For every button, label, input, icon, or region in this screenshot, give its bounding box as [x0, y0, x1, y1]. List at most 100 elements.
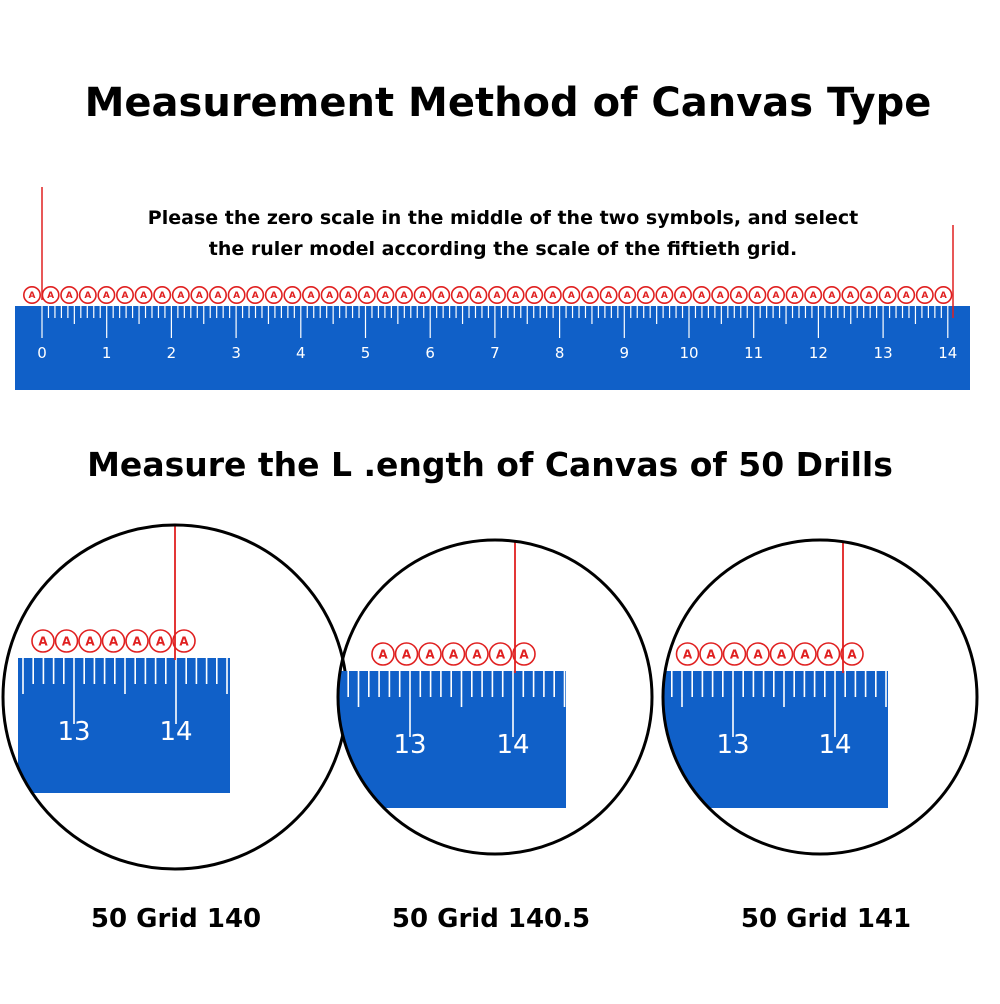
- magnifier-1-label-13: 13: [57, 717, 90, 747]
- magnifier-caption-3: 50 Grid 141: [741, 904, 911, 934]
- ruler-label-7: 7: [490, 344, 500, 362]
- magnifier-3-symbol-2-letter: A: [706, 647, 716, 661]
- ruler-label-9: 9: [620, 344, 630, 362]
- ruler-symbol-31-letter: A: [587, 291, 594, 301]
- ruler-symbol-32-letter: A: [605, 291, 612, 301]
- magnifier-caption-2: 50 Grid 140.5: [392, 904, 590, 934]
- magnifier-2-symbol-2-letter: A: [402, 647, 412, 661]
- ruler-symbol-17-circle: [320, 285, 339, 304]
- ruler-body: [15, 306, 970, 390]
- ruler-symbol-9-circle: [171, 285, 190, 304]
- magnifier-3-symbol-1-letter: A: [683, 647, 693, 661]
- magnifier-1-symbol-4-letter: A: [109, 634, 119, 648]
- ruler-symbol-42-circle: [785, 285, 804, 304]
- ruler-symbol-50-letter: A: [940, 291, 947, 301]
- magnifier-ring-3: [661, 538, 979, 856]
- ruler-symbol-14-letter: A: [270, 291, 277, 301]
- ruler-symbol-30-circle: [562, 285, 581, 304]
- ruler-symbol-10-letter: A: [196, 291, 203, 301]
- ruler-symbol-38-circle: [711, 285, 730, 304]
- ruler-symbol-48-letter: A: [903, 291, 910, 301]
- ruler-symbol-35-letter: A: [661, 291, 668, 301]
- ruler-label-1: 1: [102, 344, 112, 362]
- magnifier-2-symbol-3-circle: [418, 642, 442, 666]
- ruler-label-4: 4: [296, 344, 306, 362]
- magnifier-3-symbol-4-letter: A: [753, 647, 763, 661]
- magnifier-2-label-13: 13: [393, 730, 426, 760]
- ruler-symbol-44-circle: [822, 285, 841, 304]
- instruction-line-2: the ruler model according the scale of t…: [209, 238, 797, 260]
- ruler-label-6: 6: [425, 344, 435, 362]
- magnifier-2-symbol-7-letter: A: [519, 647, 529, 661]
- ruler-label-8: 8: [555, 344, 565, 362]
- ruler-symbol-35-circle: [655, 285, 674, 304]
- ruler-symbol-13-letter: A: [252, 291, 259, 301]
- magnifier-1-symbol-7-letter: A: [179, 634, 189, 648]
- ruler-label-12: 12: [809, 344, 828, 362]
- ruler-symbol-40-circle: [748, 285, 767, 304]
- magnifier-2-label-14: 14: [496, 730, 529, 760]
- magnifier-2-symbol-1-circle: [371, 642, 395, 666]
- ruler-symbol-21-circle: [394, 285, 413, 304]
- ruler-symbol-41-circle: [766, 285, 785, 304]
- ruler-label-5: 5: [361, 344, 371, 362]
- ruler-symbol-26-letter: A: [494, 291, 501, 301]
- magnifier-3: 13 14A A A A A A A A: [664, 540, 888, 808]
- magnifier-2-symbol-5-letter: A: [472, 647, 482, 661]
- ruler-symbol-31-circle: [580, 285, 599, 304]
- magnifier-2-symbol-6-circle: [488, 642, 513, 666]
- ruler-symbol-4-circle: [78, 285, 97, 304]
- ruler-symbol-6-letter: A: [122, 291, 129, 301]
- ruler-symbol-28-circle: [525, 285, 544, 304]
- ruler-label-10: 10: [679, 344, 698, 362]
- ruler-symbol-9-letter: A: [177, 291, 184, 301]
- ruler-symbol-39-circle: [729, 285, 748, 304]
- ruler-symbol-42-letter: A: [791, 291, 798, 301]
- ruler-symbol-49-letter: A: [921, 291, 928, 301]
- magnifier-2-symbol-2-circle: [394, 642, 419, 666]
- ruler-symbol-23-letter: A: [438, 291, 445, 301]
- ruler-symbol-2-letter: A: [47, 291, 54, 301]
- ruler-symbol-10-circle: [190, 285, 209, 304]
- magnifier-group: 13 14A A A A A A A13 14A A A A A A A13 14A A A A A A A A: [1, 523, 979, 871]
- magnifier-2-symbol-7-circle: [512, 642, 536, 666]
- magnifier-3-symbol-2-circle: [699, 642, 723, 666]
- ruler-symbol-36-circle: [673, 285, 692, 304]
- magnifier-2-symbol-6-letter: A: [496, 647, 506, 661]
- ruler-symbol-18-circle: [339, 285, 358, 304]
- magnifier-caption-1: 50 Grid 140: [91, 904, 261, 934]
- ruler-symbol-45-circle: [841, 285, 860, 304]
- magnifier-3-symbol-7-circle: [816, 642, 841, 666]
- ruler-symbol-39-letter: A: [735, 291, 742, 301]
- magnifier-1-symbol-5-circle: [125, 629, 149, 653]
- ruler-symbol-16-circle: [301, 285, 320, 304]
- ruler-symbol-7-circle: [134, 285, 153, 304]
- ruler-symbol-19-circle: [357, 285, 376, 304]
- ruler-label-3: 3: [231, 344, 241, 362]
- ruler-symbol-6-circle: [116, 285, 135, 304]
- ruler-symbol-23-circle: [432, 285, 451, 304]
- ruler-symbol-29-circle: [543, 285, 562, 304]
- ruler-symbol-40-letter: A: [754, 291, 761, 301]
- ruler-symbol-12-letter: A: [233, 291, 240, 301]
- magnifier-3-symbol-7-letter: A: [824, 647, 834, 661]
- ruler-symbol-7-letter: A: [140, 291, 147, 301]
- ruler-symbol-50-circle: [934, 285, 953, 304]
- ruler-symbol-21-letter: A: [401, 291, 408, 301]
- ruler-symbol-3-letter: A: [66, 291, 73, 301]
- magnifier-3-symbol-8-circle: [840, 642, 864, 666]
- magnifier-3-symbol-8-letter: A: [847, 647, 857, 661]
- ruler-symbol-11-letter: A: [215, 291, 222, 301]
- ruler-symbol-43-circle: [804, 285, 823, 304]
- ruler-symbol-15-letter: A: [289, 291, 296, 301]
- magnifier-3-label-13: 13: [716, 730, 749, 760]
- ruler-symbol-24-letter: A: [456, 291, 463, 301]
- ruler-symbol-25-letter: A: [475, 291, 482, 301]
- ruler-symbol-36-letter: A: [680, 291, 687, 301]
- ruler-symbol-33-letter: A: [624, 291, 631, 301]
- ruler-symbol-1-letter: A: [29, 291, 36, 301]
- magnifier-1-symbol-2-letter: A: [62, 634, 72, 648]
- ruler-symbol-47-letter: A: [884, 291, 891, 301]
- ruler-symbol-1-circle: [22, 285, 41, 304]
